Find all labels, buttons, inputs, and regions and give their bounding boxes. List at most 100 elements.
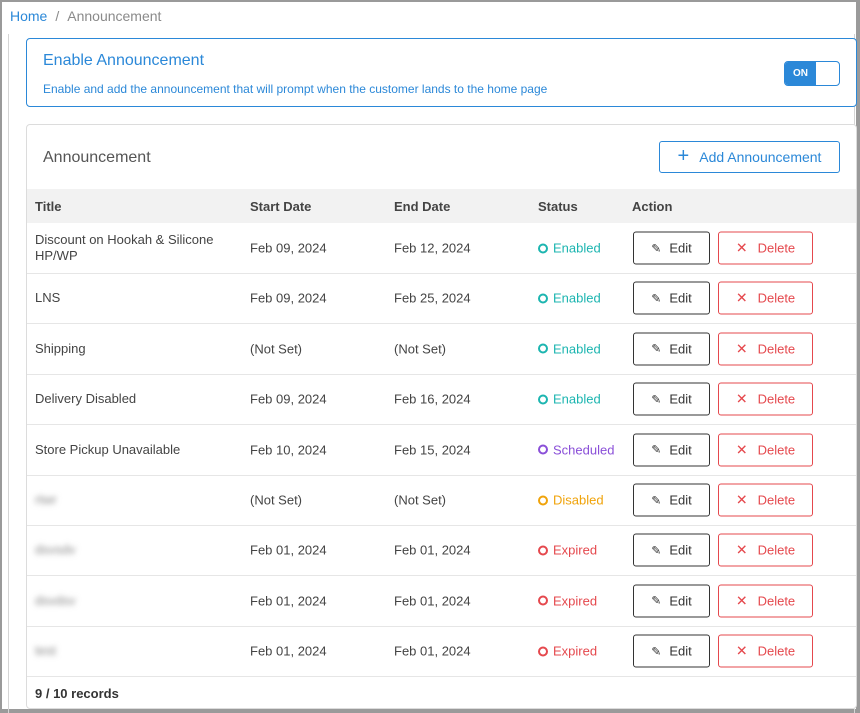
table-row: rtwr (Not Set) (Not Set) Disabled ✎ Edit ✕ Dele…	[27, 475, 856, 526]
close-icon: ✕	[735, 289, 748, 306]
pencil-icon: ✎	[651, 543, 662, 558]
row-end-date: Feb 16, 2024	[394, 391, 471, 407]
row-status-badge: Expired	[538, 644, 597, 659]
row-status-label: Enabled	[553, 290, 601, 306]
delete-button[interactable]: ✕ Delete	[718, 533, 813, 567]
close-icon: ✕	[735, 541, 748, 558]
row-status-label: Enabled	[553, 341, 601, 357]
pencil-icon: ✎	[651, 442, 662, 457]
left-divider	[8, 34, 9, 713]
row-status-badge: Expired	[538, 543, 597, 558]
delete-label: Delete	[757, 290, 796, 306]
row-title: rtwr	[35, 492, 57, 507]
breadcrumb: Home / Announcement	[10, 8, 161, 24]
add-announcement-button[interactable]: + Add Announcement	[659, 141, 840, 173]
table-row: test Feb 01, 2024 Feb 01, 2024 Expired ✎ Edit…	[27, 626, 856, 678]
column-header-end-date: End Date	[394, 199, 451, 214]
edit-button[interactable]: ✎ Edit	[633, 281, 710, 315]
row-status-badge: Disabled	[538, 493, 604, 508]
delete-label: Delete	[757, 593, 796, 609]
close-icon: ✕	[735, 340, 748, 357]
row-start-date: Feb 09, 2024	[250, 290, 327, 306]
table-row: dsvsdv Feb 01, 2024 Feb 01, 2024 Expired ✎ Ed…	[27, 525, 856, 577]
edit-label: Edit	[669, 542, 692, 558]
row-end-date: Feb 15, 2024	[394, 442, 471, 458]
pencil-icon: ✎	[651, 493, 662, 507]
row-start-date: (Not Set)	[250, 341, 303, 357]
records-count: 9 / 10 records	[35, 686, 119, 701]
edit-button[interactable]: ✎ Edit	[633, 584, 710, 618]
edit-label: Edit	[669, 442, 692, 458]
row-title: Shipping	[35, 340, 86, 356]
delete-button[interactable]: ✕ Delete	[718, 382, 813, 416]
row-status-label: Expired	[553, 593, 598, 609]
delete-button[interactable]: ✕ Delete	[718, 634, 813, 668]
row-status-label: Expired	[553, 643, 598, 659]
delete-button[interactable]: ✕ Delete	[718, 281, 813, 315]
pencil-icon: ✎	[651, 241, 662, 255]
column-header-start-date: Start Date	[250, 199, 312, 214]
edit-button[interactable]: ✎ Edit	[633, 332, 710, 366]
row-status-label: Disabled	[553, 492, 604, 508]
close-icon: ✕	[735, 642, 748, 659]
edit-button[interactable]: ✎ Edit	[633, 533, 710, 567]
plus-icon: +	[677, 145, 690, 167]
edit-label: Edit	[669, 643, 692, 659]
enable-announcement-card: Enable Announcement Enable and add the a…	[26, 38, 857, 107]
row-status-badge: Expired	[538, 593, 597, 608]
status-ring-icon	[538, 293, 548, 304]
row-end-date: (Not Set)	[394, 341, 447, 357]
delete-label: Delete	[757, 492, 796, 508]
row-end-date: Feb 01, 2024	[394, 593, 471, 609]
delete-button[interactable]: ✕ Delete	[718, 231, 813, 265]
edit-button[interactable]: ✎ Edit	[633, 382, 710, 416]
status-ring-icon	[538, 595, 548, 606]
status-ring-icon	[538, 646, 548, 657]
row-title: Delivery Disabled	[35, 391, 137, 407]
close-icon: ✕	[735, 592, 748, 609]
edit-label: Edit	[669, 290, 692, 306]
edit-button[interactable]: ✎ Edit	[633, 433, 710, 467]
delete-button[interactable]: ✕ Delete	[718, 584, 813, 618]
row-start-date: Feb 01, 2024	[250, 593, 327, 609]
row-status-label: Enabled	[553, 391, 601, 407]
enable-announcement-toggle[interactable]: ON	[784, 61, 840, 86]
row-status-badge: Enabled	[538, 291, 601, 306]
row-end-date: Feb 01, 2024	[394, 643, 471, 659]
row-status-badge: Enabled	[538, 341, 601, 356]
breadcrumb-current: Announcement	[67, 8, 162, 24]
column-header-status: Status	[538, 199, 578, 214]
table-row: Discount on Hookah & Silicone HP/WP Feb 0…	[27, 223, 856, 274]
row-status-badge: Enabled	[538, 241, 601, 256]
column-header-title: Title	[35, 199, 62, 214]
row-status-badge: Scheduled	[538, 442, 614, 457]
delete-label: Delete	[757, 442, 796, 458]
close-icon: ✕	[735, 390, 748, 407]
breadcrumb-home-link[interactable]: Home	[10, 8, 48, 24]
breadcrumb-separator: /	[55, 8, 60, 24]
edit-button[interactable]: ✎ Edit	[633, 634, 710, 668]
row-title: dsvdsv	[35, 592, 76, 608]
row-status-label: Scheduled	[553, 442, 615, 458]
announcement-card: Announcement + Add Announcement Title St…	[26, 124, 857, 709]
delete-label: Delete	[757, 542, 796, 558]
row-end-date: Feb 01, 2024	[394, 542, 471, 558]
pencil-icon: ✎	[651, 644, 662, 659]
edit-button[interactable]: ✎ Edit	[633, 231, 710, 265]
delete-label: Delete	[757, 240, 796, 256]
table-row: Delivery Disabled Feb 09, 2024 Feb 16, 202…	[27, 374, 856, 426]
delete-button[interactable]: ✕ Delete	[718, 332, 813, 366]
delete-button[interactable]: ✕ Delete	[718, 433, 813, 467]
delete-button[interactable]: ✕ Delete	[718, 483, 813, 517]
row-start-date: Feb 09, 2024	[250, 391, 327, 407]
row-title: test	[35, 643, 56, 659]
edit-label: Edit	[669, 593, 692, 609]
close-icon: ✕	[735, 491, 748, 508]
table-row: Shipping (Not Set) (Not Set) Enabled ✎ Edit ✕ D…	[27, 324, 856, 375]
row-start-date: Feb 10, 2024	[250, 442, 327, 458]
status-ring-icon	[538, 343, 548, 354]
edit-button[interactable]: ✎ Edit	[633, 483, 710, 517]
enable-announcement-description: Enable and add the announcement that wil…	[43, 82, 548, 96]
row-start-date: (Not Set)	[250, 492, 303, 508]
